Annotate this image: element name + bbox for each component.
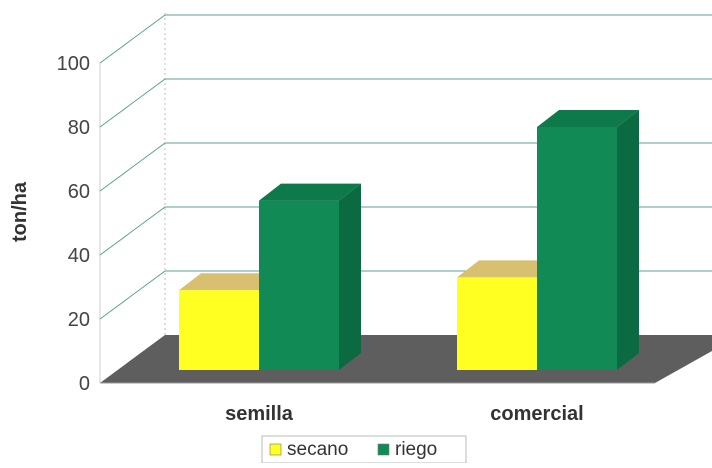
gridline [99,78,712,128]
y-tick-label: 40 [68,245,90,267]
y-axis-label: ton/ha [9,181,31,242]
category-label: comercial [490,403,583,425]
gridline [99,206,712,256]
bars [179,110,639,370]
bar-riego-semilla [259,183,361,370]
bar-riego-comercial [537,110,639,370]
y-tick-label: 100 [57,53,90,75]
chart-walls [99,11,166,383]
bar-front [259,200,339,370]
bar-front [537,127,617,370]
bar-top [457,260,559,278]
legend-swatch [377,443,390,456]
legend-item-riego: riego [377,439,437,460]
y-tick-label: 80 [68,117,90,139]
y-tick-labels: 0 20 40 60 80 100 [57,53,90,395]
gridline [99,142,712,192]
legend-box [261,435,467,464]
legend-label: secano [287,439,348,460]
category-label: semilla [225,403,294,425]
legend-swatch [269,443,282,456]
legend: secano riego [261,435,467,464]
bar-side [339,183,361,370]
y-tick-label: 60 [68,181,90,203]
bar-side [617,110,639,370]
bar-top [179,273,281,291]
bar-top [537,110,639,127]
bar-front [457,277,537,370]
y-tick-label: 0 [79,373,90,395]
bar-top [259,183,361,201]
y-tick-label: 20 [68,309,90,331]
bar-front [179,290,259,370]
category-labels: semilla comercial [225,403,584,425]
legend-label: riego [395,439,437,460]
gridline [99,14,712,64]
legend-item-secano: secano [269,439,348,460]
